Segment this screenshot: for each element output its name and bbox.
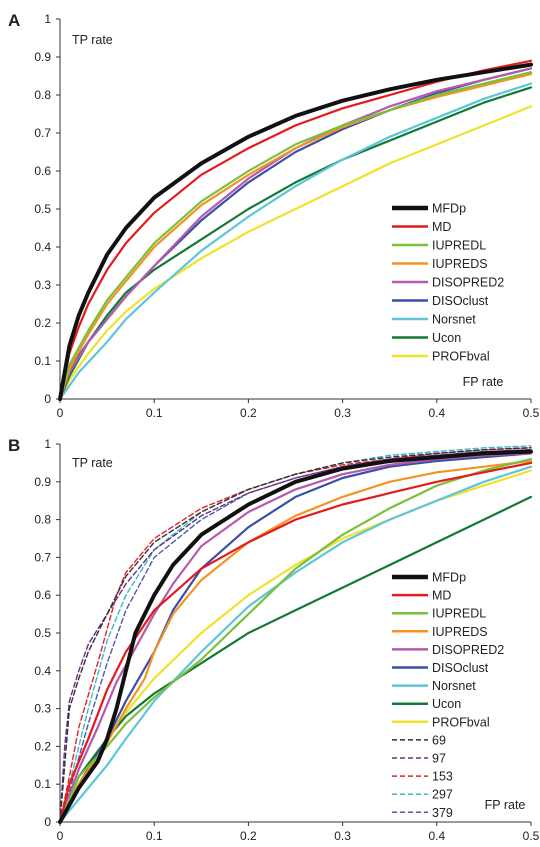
legend-label-iupreds: IUPREDS	[432, 625, 488, 639]
y-tick-label: 0.6	[34, 588, 51, 602]
y-tick-label: 0	[44, 815, 51, 829]
y-tick-label: 0.7	[34, 550, 51, 564]
legend-label-profbval: PROFbval	[432, 350, 490, 364]
series-line-iupredl	[58, 71, 533, 401]
series-line-iupreds	[58, 73, 533, 401]
series-line-disopred2	[58, 452, 533, 824]
legend-label-norsnet: Norsnet	[432, 313, 476, 327]
x-tick-label: 0	[57, 829, 64, 843]
y-tick-label: 0.1	[34, 354, 51, 368]
series-layer-a	[58, 59, 533, 401]
y-tick-label: 0.4	[34, 240, 51, 254]
x-tick-label: 0.3	[334, 829, 351, 843]
y-tick-label: 0.4	[34, 664, 51, 678]
legend-label-297: 297	[432, 788, 453, 802]
tick-layer-b: 0 0.1 0.2 0.3 0.4 0.5 0.6 0.7 0.8 0.9 1 0 0.1 0.2 0.3 0…	[34, 437, 539, 843]
panel-b: B TP rate FP rate 0 0.1 0.2 0.3 0.4 0.5 0.6 0.7…	[8, 436, 540, 843]
axes-a	[59, 19, 531, 400]
legend-label-profbval: PROFbval	[432, 715, 490, 729]
y-tick-label: 0.2	[34, 739, 51, 753]
y-axis-title-a: TP rate	[72, 33, 113, 47]
panel-letter-a: A	[8, 11, 20, 30]
y-tick-label: 0.8	[34, 88, 51, 102]
x-tick-label: 0.4	[428, 829, 445, 843]
y-tick-label: 1	[44, 437, 51, 451]
legend-label-md: MD	[432, 589, 451, 603]
y-tick-label: 0.3	[34, 702, 51, 716]
y-tick-label: 0.1	[34, 777, 51, 791]
y-tick-label: 0.7	[34, 126, 51, 140]
legend-label-iupreds: IUPREDS	[432, 257, 488, 271]
y-tick-label: 1	[44, 12, 51, 26]
y-tick-label: 0.8	[34, 513, 51, 527]
series-line-69	[59, 447, 532, 823]
legend-label-disoclust: DISOclust	[432, 294, 489, 308]
series-line-iupredl	[58, 458, 533, 824]
x-axis-title-b: FP rate	[485, 798, 526, 812]
x-tick-label: 0.1	[146, 406, 163, 420]
axes-b	[59, 444, 531, 823]
series-line-disopred2	[58, 67, 533, 401]
legend-label-97: 97	[432, 752, 446, 766]
legend-label-mfdp: MFDp	[432, 202, 466, 216]
y-tick-label: 0.2	[34, 316, 51, 330]
legend-label-md: MD	[432, 220, 451, 234]
series-line-iupreds	[58, 459, 533, 824]
legend-label-69: 69	[432, 733, 446, 747]
legend-label-disoclust: DISOclust	[432, 661, 489, 675]
legend-label-ucon: Ucon	[432, 331, 461, 345]
series-line-profbval	[58, 105, 533, 401]
y-axis-title-b: TP rate	[72, 456, 113, 470]
legend-label-379: 379	[432, 806, 453, 820]
y-tick-label: 0.3	[34, 278, 51, 292]
y-tick-label: 0.9	[34, 475, 51, 489]
legend-a: MFDp MD IUPREDL IUPREDS DISOPRED2 DISOclust No…	[392, 202, 504, 364]
legend-label-norsnet: Norsnet	[432, 679, 476, 693]
y-tick-label: 0.5	[34, 626, 51, 640]
y-tick-label: 0.9	[34, 50, 51, 64]
x-tick-label: 0	[57, 406, 64, 420]
legend-label-ucon: Ucon	[432, 697, 461, 711]
legend-label-disopred2: DISOPRED2	[432, 276, 504, 290]
series-line-norsnet	[58, 82, 533, 401]
y-tick-label: 0	[44, 392, 51, 406]
legend-label-iupredl: IUPREDL	[432, 607, 486, 621]
x-tick-label: 0.3	[334, 406, 351, 420]
panel-a: A TP rate FP rate 0 0.1 0.2 0.3 0.4 0.5 0.6 0.7…	[8, 11, 540, 420]
x-axis-title-a: FP rate	[463, 375, 504, 389]
legend-b: MFDp MD IUPREDL IUPREDS DISOPRED2 DISOclust No…	[392, 571, 504, 820]
legend-label-153: 153	[432, 770, 453, 784]
legend-label-iupredl: IUPREDL	[432, 239, 486, 253]
x-tick-label: 0.4	[428, 406, 445, 420]
x-tick-label: 0.2	[240, 406, 257, 420]
series-layer-b	[58, 445, 533, 824]
legend-label-disopred2: DISOPRED2	[432, 643, 504, 657]
series-line-norsnet	[58, 465, 533, 824]
panel-letter-b: B	[8, 436, 20, 455]
x-tick-label: 0.2	[240, 829, 257, 843]
x-tick-label: 0.5	[523, 406, 540, 420]
series-line-md	[58, 461, 533, 824]
series-line-mfdp	[58, 62, 533, 401]
series-line-md	[58, 59, 533, 401]
x-tick-label: 0.1	[146, 829, 163, 843]
x-tick-label: 0.5	[523, 829, 540, 843]
y-tick-label: 0.5	[34, 202, 51, 216]
legend-label-mfdp: MFDp	[432, 571, 466, 585]
tick-layer-a: 0 0.1 0.2 0.3 0.4 0.5 0.6 0.7 0.8 0.9 1 0 0.1 0.2 0.3 0…	[34, 12, 539, 420]
y-tick-label: 0.6	[34, 164, 51, 178]
series-line-mfdp	[58, 449, 533, 824]
